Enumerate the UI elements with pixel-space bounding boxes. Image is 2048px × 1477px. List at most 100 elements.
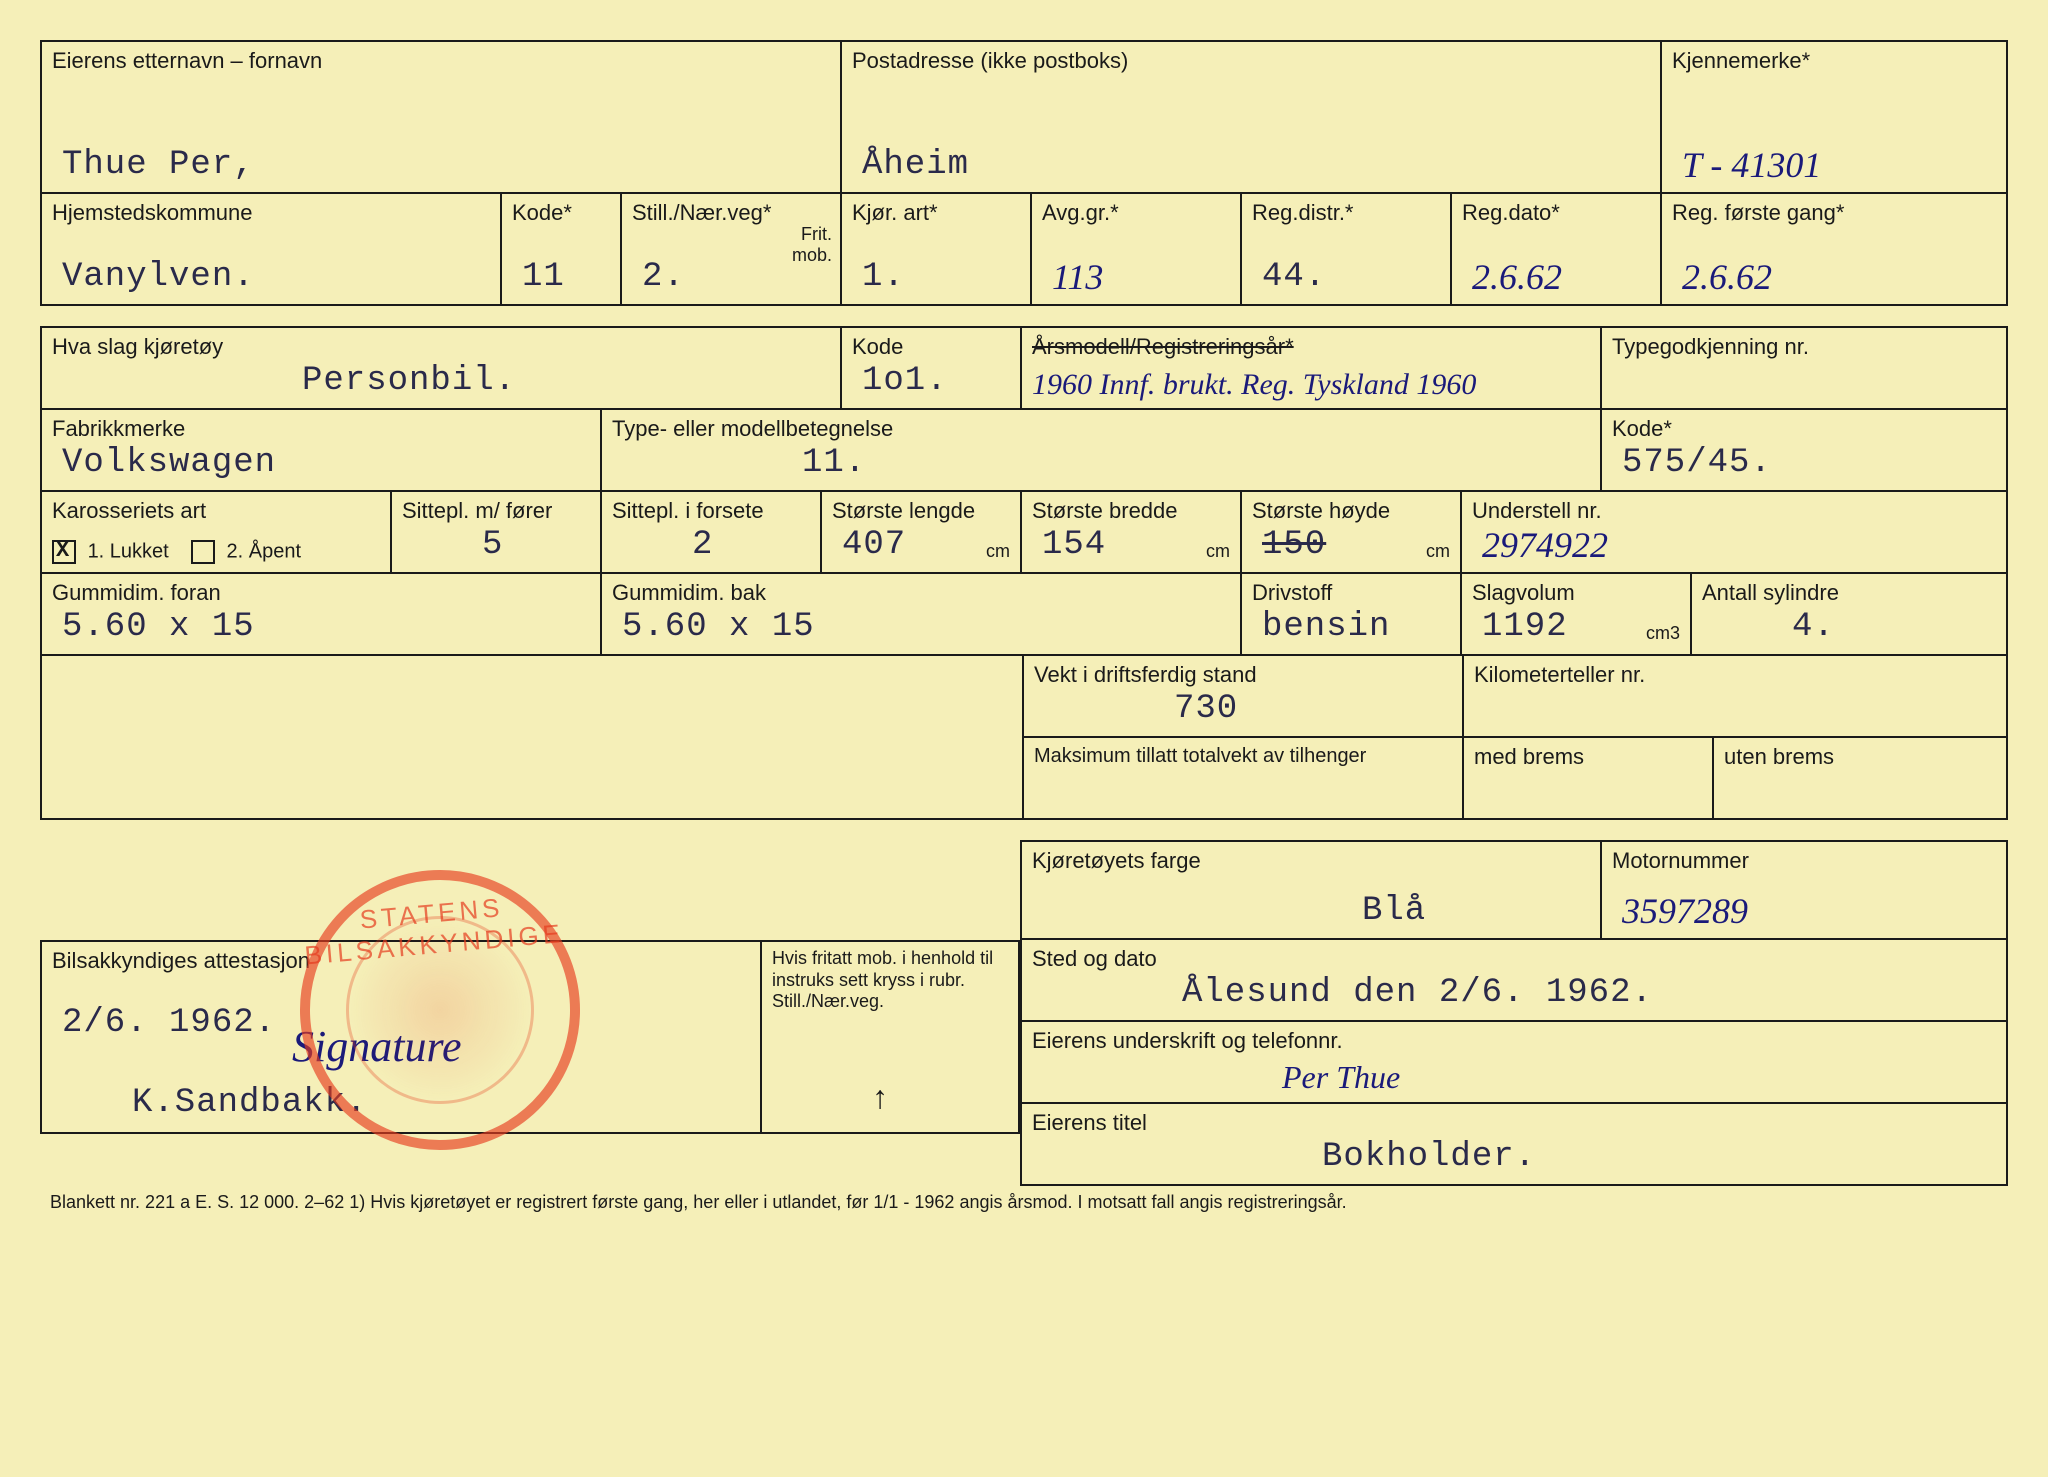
field-kjor-art: Kjør. art* 1.	[842, 194, 1032, 304]
label-still: Still./Nær.veg*	[632, 200, 830, 226]
field-vekt: Vekt i driftsferdig stand 730	[1024, 656, 1464, 736]
section-owner: Eierens etternavn – fornavn Thue Per, Po…	[40, 40, 2008, 306]
value-kommune: Vanylven.	[62, 258, 255, 296]
label-titel: Eierens titel	[1032, 1110, 1996, 1136]
value-kode-v: 1o1.	[862, 362, 948, 400]
value-lengde: 407	[842, 526, 906, 564]
sub-rows: Vekt i driftsferdig stand 730 Kilometert…	[1022, 656, 2006, 818]
spacer-left	[42, 656, 1022, 818]
field-avg-gr: Avg.gr.* 113	[1032, 194, 1242, 304]
field-maks: Maksimum tillatt totalvekt av tilhenger	[1024, 738, 1464, 818]
field-kode: Kode* 11	[502, 194, 622, 304]
value-fabrikk: Volkswagen	[62, 444, 276, 482]
value-attest-name: K.Sandbakk.	[132, 1084, 367, 1122]
value-hoyde: 150	[1262, 526, 1326, 564]
value-hva-slag: Personbil.	[302, 362, 516, 400]
field-karosseri: Karosseriets art 1. Lukket 2. Åpent	[42, 492, 392, 572]
label-kjor-art: Kjør. art*	[852, 200, 1020, 226]
label-hva-slag: Hva slag kjøretøy	[52, 334, 830, 360]
value-arsmod: 1960 Innf. brukt. Reg. Tyskland 1960	[1032, 368, 1476, 402]
value-farge: Blå	[1362, 892, 1426, 930]
value-drivstoff: bensin	[1262, 608, 1390, 646]
label-km: Kilometerteller nr.	[1474, 662, 1996, 688]
opt-lukket: 1. Lukket	[88, 540, 169, 562]
value-avg-gr: 113	[1052, 256, 1103, 298]
label-uten-brems: uten brems	[1724, 744, 1996, 770]
value-titel: Bokholder.	[1322, 1138, 1536, 1176]
signature-icon: Signature	[292, 1021, 461, 1072]
label-sylindre: Antall sylindre	[1702, 580, 1996, 606]
value-reg-dato: 2.6.62	[1472, 256, 1562, 298]
field-hva-slag: Hva slag kjøretøy Personbil.	[42, 328, 842, 408]
value-reg-distr: 44.	[1262, 258, 1326, 296]
field-underskrift: Eierens underskrift og telefonnr. Per Th…	[1022, 1022, 2006, 1102]
label-karosseri: Karosseriets art	[52, 498, 380, 524]
field-understell: Understell nr. 2974922	[1462, 492, 2006, 572]
opt-apent: 2. Åpent	[227, 540, 302, 562]
value-sylindre: 4.	[1792, 608, 1835, 646]
field-hoyde: Største høyde 150 cm	[1242, 492, 1462, 572]
field-reg-forste: Reg. første gang* 2.6.62	[1662, 194, 2006, 304]
label-motor: Motornummer	[1612, 848, 1996, 874]
field-farge: Kjøretøyets farge Blå	[1022, 842, 1602, 938]
value-vekt: 730	[1174, 690, 1238, 728]
field-kjennemerke: Kjennemerke* T - 41301	[1662, 42, 2006, 192]
field-fritatt: Hvis fritatt mob. i henhold til instruks…	[762, 942, 1018, 1132]
value-reg-forste: 2.6.62	[1682, 256, 1772, 298]
label-kommune: Hjemstedskommune	[52, 200, 490, 226]
value-understell: 2974922	[1482, 524, 1608, 566]
field-sittepl-f: Sittepl. i forsete 2	[602, 492, 822, 572]
value-gummi-bak: 5.60 x 15	[622, 608, 815, 646]
label-understell: Understell nr.	[1472, 498, 1996, 524]
sublabel-still: Frit. mob.	[792, 224, 832, 266]
unit-lengde: cm	[986, 541, 1010, 562]
field-type-modell: Type- eller modellbetegnelse 11.	[602, 410, 1602, 490]
label-sittepl-m: Sittepl. m/ fører	[402, 498, 590, 524]
footer-text: Blankett nr. 221 a E. S. 12 000. 2–62 1)…	[40, 1186, 2008, 1219]
registration-card: Eierens etternavn – fornavn Thue Per, Po…	[40, 40, 2008, 1219]
unit-slagvolum: cm3	[1646, 623, 1680, 644]
label-bredde: Største bredde	[1032, 498, 1230, 524]
field-motor: Motornummer 3597289	[1602, 842, 2006, 938]
value-still: 2.	[642, 258, 685, 296]
field-kode2: Kode* 575/45.	[1602, 410, 2006, 490]
value-owner-name: Thue Per,	[62, 146, 255, 184]
value-type-modell: 11.	[802, 444, 866, 482]
value-kode: 11	[522, 258, 565, 296]
field-sted-dato: Sted og dato Ålesund den 2/6. 1962.	[1022, 940, 2006, 1020]
label-gummi-bak: Gummidim. bak	[612, 580, 1230, 606]
label-fabrikk: Fabrikkmerke	[52, 416, 590, 442]
field-titel: Eierens titel Bokholder.	[1022, 1104, 2006, 1184]
label-attest: Bilsakkyndiges attestasjon	[52, 948, 750, 974]
field-drivstoff: Drivstoff bensin	[1242, 574, 1462, 654]
label-kjennemerke: Kjennemerke*	[1672, 48, 1996, 74]
value-underskrift: Per Thue	[1282, 1059, 1400, 1096]
label-typegodk: Typegodkjenning nr.	[1612, 334, 1996, 360]
field-owner-name: Eierens etternavn – fornavn Thue Per,	[42, 42, 842, 192]
value-sittepl-m: 5	[482, 526, 503, 564]
field-km: Kilometerteller nr.	[1464, 656, 2006, 736]
label-gummi-foran: Gummidim. foran	[52, 580, 590, 606]
field-reg-dato: Reg.dato* 2.6.62	[1452, 194, 1662, 304]
value-kjennemerke: T - 41301	[1682, 144, 1821, 186]
value-bredde: 154	[1042, 526, 1106, 564]
label-vekt: Vekt i driftsferdig stand	[1034, 662, 1452, 688]
value-post-address: Åheim	[862, 146, 969, 184]
label-underskrift: Eierens underskrift og telefonnr.	[1032, 1028, 1996, 1054]
label-med-brems: med brems	[1474, 744, 1702, 770]
value-kjor-art: 1.	[862, 258, 905, 296]
field-arsmod: Årsmodell/Registreringsår* 1960 Innf. br…	[1022, 328, 1602, 408]
value-sted-dato: Ålesund den 2/6. 1962.	[1182, 974, 1653, 1012]
label-farge: Kjøretøyets farge	[1032, 848, 1590, 874]
field-reg-distr: Reg.distr.* 44.	[1242, 194, 1452, 304]
label-reg-dato: Reg.dato*	[1462, 200, 1650, 226]
checkbox-lukket	[52, 540, 76, 564]
label-reg-forste: Reg. første gang*	[1672, 200, 1996, 226]
unit-hoyde: cm	[1426, 541, 1450, 562]
field-slagvolum: Slagvolum 1192 cm3	[1462, 574, 1692, 654]
field-kode-v: Kode 1o1.	[842, 328, 1022, 408]
field-typegodk: Typegodkjenning nr.	[1602, 328, 2006, 408]
label-type-modell: Type- eller modellbetegnelse	[612, 416, 1590, 442]
field-bredde: Største bredde 154 cm	[1022, 492, 1242, 572]
field-attest: Bilsakkyndiges attestasjon 2/6. 1962. Si…	[42, 942, 762, 1132]
